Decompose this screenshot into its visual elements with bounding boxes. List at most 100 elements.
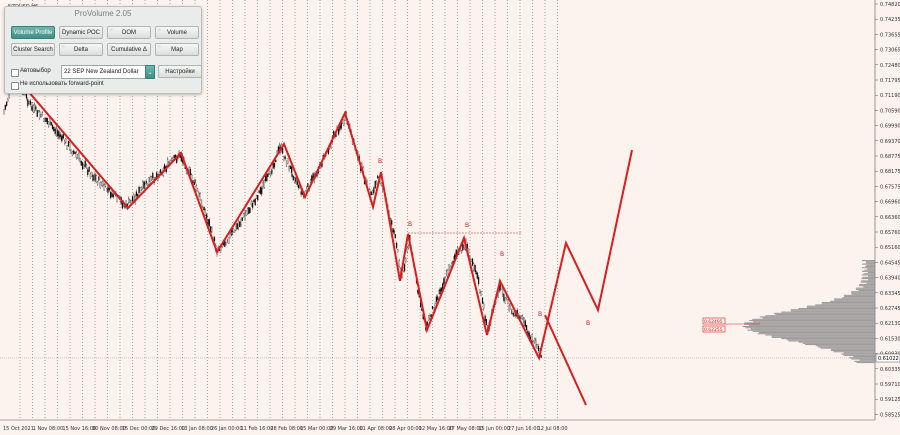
profile-bar	[759, 316, 875, 318]
price-tick-label: 0.68175	[880, 169, 900, 175]
candle-body	[80, 160, 82, 166]
wave-marker: B	[586, 320, 590, 327]
profile-bar	[841, 353, 875, 355]
candle-body	[78, 153, 80, 159]
candle-body	[439, 288, 441, 294]
candle-body	[521, 315, 523, 319]
candle-body	[478, 277, 480, 285]
candle-body	[57, 130, 59, 137]
profile-bar	[821, 302, 875, 304]
candle-body	[507, 299, 509, 304]
candle-body	[258, 190, 260, 193]
price-tick-label: 0.58525	[880, 412, 900, 418]
price-axis-bg	[875, 0, 900, 420]
candle-body	[147, 183, 149, 186]
dynamic-poc-button[interactable]: ⁘ Dynamic POC	[59, 26, 103, 39]
delta-button[interactable]: ⁘ Delta	[59, 43, 103, 56]
candle-body	[372, 190, 374, 195]
candle-body	[75, 152, 77, 158]
candle-body	[83, 164, 85, 169]
profile-bar	[866, 282, 875, 284]
candle-body	[526, 325, 528, 331]
candle-body	[67, 140, 70, 147]
candle-body	[295, 178, 297, 182]
profile-bar	[856, 288, 875, 290]
instrument-select[interactable]: 22 SEP New Zealand Dollar	[61, 65, 155, 79]
volume-button[interactable]: ⁘ Volume	[155, 26, 199, 39]
candle-body	[226, 239, 228, 243]
candle-body	[261, 187, 263, 195]
profile-bar	[854, 360, 875, 362]
time-tick-label: 28 Feb 08:00	[270, 426, 303, 432]
candle-body	[211, 227, 213, 232]
profile-bar	[865, 261, 875, 263]
candle-body	[64, 140, 66, 144]
grip-icon: ⁘	[61, 27, 66, 33]
candle-body	[228, 237, 230, 244]
candle-body	[88, 166, 90, 172]
candle-body	[396, 242, 398, 248]
candle-body	[48, 121, 50, 128]
wave-projection-down	[544, 314, 587, 406]
candle-body	[200, 199, 203, 207]
profile-bar	[742, 326, 875, 328]
candle-body	[71, 150, 73, 157]
candle-body	[44, 118, 46, 122]
candle-body	[391, 220, 393, 225]
candle-body	[66, 145, 68, 150]
candle-body	[249, 207, 251, 213]
candle-body	[150, 176, 153, 181]
candle-body	[97, 181, 99, 186]
candle-body	[244, 211, 246, 219]
candle-body	[40, 114, 42, 118]
time-tick-label: 27 Jun 16:00	[508, 426, 540, 432]
profile-bar	[815, 345, 875, 347]
candle-body	[397, 249, 399, 253]
cluster-search-button[interactable]: ⁘ Cluster Search	[11, 43, 55, 56]
price-tick-label: 0.71190	[880, 93, 900, 99]
profile-bar	[821, 303, 875, 305]
time-tick-label: 29 Dec 16:00	[152, 426, 186, 432]
candle-body	[448, 264, 450, 271]
candle-body	[473, 263, 475, 271]
profile-bar	[862, 276, 875, 278]
candle-body	[289, 165, 291, 170]
level-box-lower-label: 0.62255	[704, 327, 723, 333]
grip-icon: ⁘	[157, 27, 162, 33]
cumulative-delta-button[interactable]: ⁘ Cumulative Δ	[107, 43, 151, 56]
volume-profile-button[interactable]: Volume Profile	[11, 26, 55, 39]
candle-body	[267, 173, 269, 177]
provolume-panel[interactable]: ProVolume 2.05 Volume Profile ⁘ Dynamic P…	[4, 6, 202, 94]
candle-body	[92, 174, 94, 181]
auto-select-checkbox[interactable]	[11, 69, 19, 77]
candle-body	[204, 208, 206, 216]
candle-body	[94, 173, 96, 181]
profile-bar	[867, 268, 875, 270]
forward-point-checkbox[interactable]	[11, 82, 19, 90]
settings-button[interactable]: Настройки	[158, 65, 202, 78]
candle-body	[285, 160, 288, 167]
candle-body	[524, 320, 526, 327]
map-button[interactable]: ⁘ Map	[155, 43, 199, 56]
chevron-down-icon[interactable]: ⌄	[145, 65, 155, 79]
time-tick-label: 29 Mar 16:00	[330, 426, 363, 432]
candle-body	[536, 344, 538, 349]
candle-body	[99, 182, 101, 188]
candle-body	[189, 168, 191, 176]
profile-bar	[861, 267, 875, 269]
candle-body	[239, 221, 241, 228]
time-tick-label: 30 Nov 08:00	[92, 426, 126, 432]
time-tick-label: 12 May 16:00	[419, 426, 453, 432]
candle-body	[393, 229, 395, 235]
profile-bar	[863, 286, 875, 288]
candle-body	[537, 345, 540, 351]
candle-body	[405, 258, 407, 263]
price-tick-label: 0.70590	[880, 108, 900, 114]
candle-body	[380, 183, 382, 186]
dom-button[interactable]: ⁘ DOM	[107, 26, 151, 39]
candle-body	[429, 315, 431, 319]
price-tick-label: 0.60335	[880, 367, 900, 373]
time-tick-label: 1 Nov 08:00	[33, 426, 64, 432]
time-tick-label: 15 Dec 00:00	[122, 426, 156, 432]
